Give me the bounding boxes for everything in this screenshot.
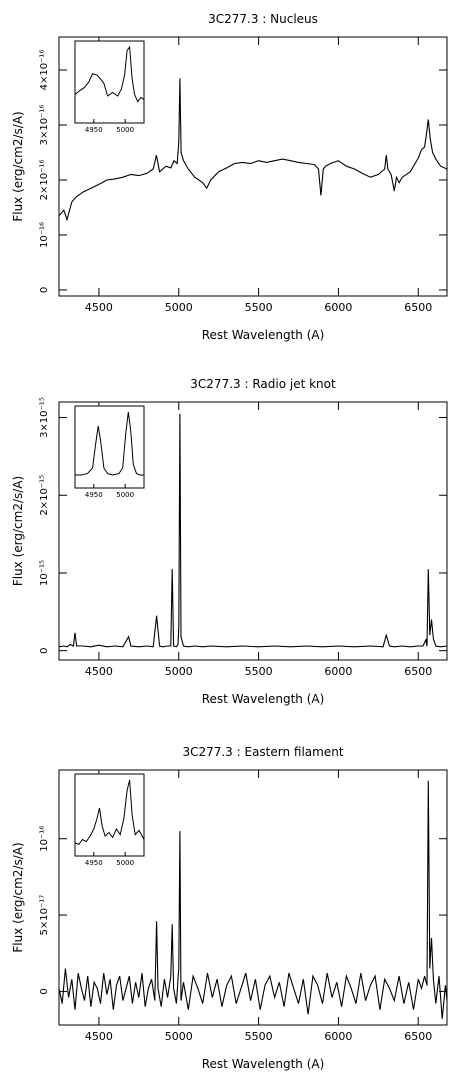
inset-frame [74, 40, 145, 124]
inset-x-tick-label: 5000 [116, 126, 134, 134]
x-tick-label: 5000 [165, 301, 193, 314]
x-tick-label: 5500 [245, 665, 273, 678]
chart-title: 3C277.3 : Eastern filament [182, 745, 343, 759]
x-axis-label: Rest Wavelength (A) [202, 1057, 325, 1071]
inset-x-tick-label: 4950 [85, 859, 103, 867]
y-tick-label: 10⁻¹⁶ [39, 826, 50, 852]
y-tick-label: 4×10⁻¹⁶ [39, 50, 50, 91]
plot-frame [58, 36, 448, 297]
spectrum-line [58, 78, 448, 222]
inset-spectrum-line [74, 45, 145, 103]
y-axis-label: Flux (erg/cm2/s/A) [11, 476, 25, 586]
x-tick-label: 5000 [165, 665, 193, 678]
x-tick-label: 5500 [245, 301, 273, 314]
y-tick-label: 3×10⁻¹⁵ [39, 397, 50, 438]
y-tick-label: 5×10⁻¹⁷ [39, 895, 50, 936]
spectrum-line [58, 780, 448, 1019]
chart-title: 3C277.3 : Radio jet knot [190, 377, 336, 391]
inset-x-tick-label: 4950 [85, 126, 103, 134]
inset-spectrum-line [74, 779, 145, 845]
y-axis-label: Flux (erg/cm2/s/A) [11, 111, 25, 221]
x-tick-label: 6500 [404, 301, 432, 314]
inset-frame [74, 773, 145, 857]
x-tick-label: 4500 [85, 665, 113, 678]
x-axis-label: Rest Wavelength (A) [202, 692, 325, 706]
x-tick-label: 6000 [324, 1030, 352, 1043]
y-tick-label: 3×10⁻¹⁶ [39, 105, 50, 146]
chart-title: 3C277.3 : Nucleus [208, 12, 318, 26]
inset-x-tick-label: 4950 [85, 491, 103, 499]
y-tick-label: 10⁻¹⁶ [39, 222, 50, 248]
x-axis-label: Rest Wavelength (A) [202, 328, 325, 342]
panel-eastern-filament: 3C277.3 : Eastern filament 4500 5000 5500 60… [11, 745, 448, 1071]
inset-x-tick-label: 5000 [116, 859, 134, 867]
x-tick-label: 4500 [85, 1030, 113, 1043]
x-tick-label: 6500 [404, 1030, 432, 1043]
x-tick-label: 4500 [85, 301, 113, 314]
y-tick-label: 10⁻¹⁵ [39, 560, 50, 586]
x-tick-label: 6500 [404, 665, 432, 678]
y-tick-label: 0 [39, 647, 50, 653]
y-tick-label: 2×10⁻¹⁶ [39, 160, 50, 201]
x-tick-label: 6000 [324, 665, 352, 678]
y-tick-label: 0 [39, 988, 50, 994]
plot-frame [58, 401, 448, 661]
x-tick-label: 6000 [324, 301, 352, 314]
x-tick-label: 5500 [245, 1030, 273, 1043]
inset-spectrum-line [75, 411, 144, 476]
plot-frame [58, 769, 448, 1026]
panel-radio-jet-knot: 3C277.3 : Radio jet knot 4500 5000 5500 6000… [11, 377, 448, 706]
x-tick-label: 5000 [165, 1030, 193, 1043]
panel-nucleus: 3C277.3 : Nucleus 4500 5000 5500 6000 6500 0 10… [11, 12, 448, 342]
inset-frame [74, 405, 145, 489]
y-tick-label: 2×10⁻¹⁵ [39, 475, 50, 516]
y-axis-label: Flux (erg/cm2/s/A) [11, 842, 25, 952]
inset-x-tick-label: 5000 [116, 491, 134, 499]
y-tick-label: 0 [39, 287, 50, 293]
spectrum-line [58, 413, 448, 648]
